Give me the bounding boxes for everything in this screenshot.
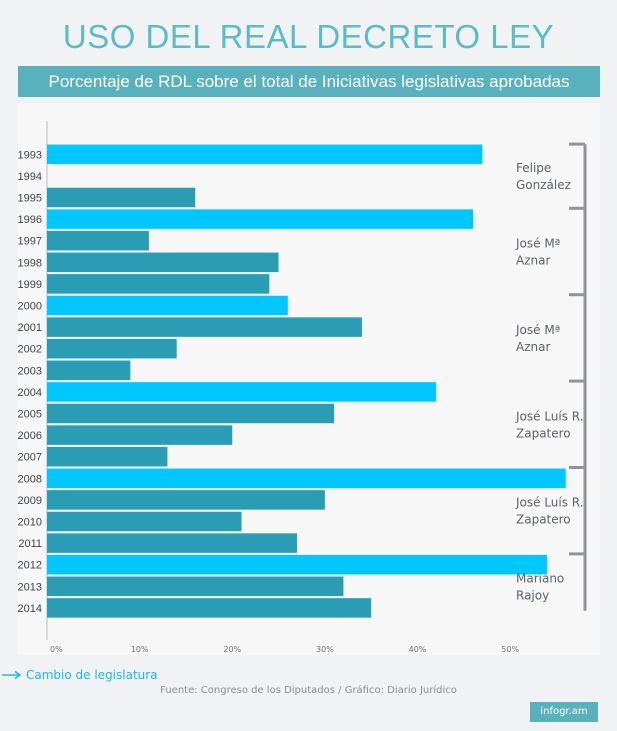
bar-1993	[47, 144, 483, 165]
x-tick-label: 10%	[131, 645, 149, 654]
legislature-label: José Mª Aznar	[515, 323, 560, 354]
bar-2014	[47, 598, 372, 618]
bar-1995	[47, 187, 196, 208]
bar-1997	[47, 230, 149, 251]
legislature-label: Mariano Rajoy	[516, 571, 564, 602]
bar-2010	[47, 511, 242, 532]
year-label: 1995	[18, 193, 42, 205]
year-label: 2004	[18, 387, 42, 399]
chart-subtitle: Porcentaje de RDL sobre el total de Inic…	[18, 66, 600, 97]
bar-2004	[47, 382, 437, 402]
x-tick-label: 50%	[501, 645, 519, 654]
bar-2005	[47, 403, 335, 424]
source-note: Fuente: Congreso de los Diputados / Gráf…	[160, 685, 457, 696]
bar-2013	[47, 576, 344, 597]
legend: Cambio de legislatura	[2, 668, 158, 682]
year-label: 1993	[18, 149, 42, 161]
x-tick-label: 0%	[50, 645, 63, 654]
bar-2011	[47, 533, 298, 553]
chart-panel: 0% 10% 20% 30% 40% 50% 1993 1994 1995 1996 1997 199…	[18, 103, 600, 655]
year-label: 1997	[18, 236, 42, 248]
year-label: 1999	[18, 279, 42, 291]
year-label: 2007	[18, 452, 42, 464]
bar-2008	[47, 468, 566, 489]
legislature-label: José Luís R. Zapatero	[515, 496, 584, 527]
year-label: 1996	[18, 214, 42, 226]
bar-2003	[47, 360, 131, 381]
year-label: 1998	[18, 257, 42, 269]
bar-1999	[47, 274, 270, 294]
chart-title: USO DEL REAL DECRETO LEY	[62, 18, 555, 55]
year-label: 2000	[18, 301, 42, 313]
year-label: 2010	[18, 517, 42, 529]
year-label: 2002	[18, 344, 42, 356]
bar-2000	[47, 295, 288, 316]
bar-2002	[47, 338, 177, 359]
x-tick-label: 30%	[316, 645, 334, 654]
infogram-logo[interactable]: infogr.am	[530, 702, 598, 722]
year-label: 2006	[18, 430, 42, 442]
bar-2001	[47, 317, 362, 337]
bar-2009	[47, 490, 325, 510]
year-label: 2012	[18, 560, 42, 572]
year-label: 2003	[18, 365, 42, 377]
bar-2012	[47, 554, 548, 575]
legislature-label: Felipe González	[516, 161, 571, 192]
year-label: 2001	[18, 322, 42, 334]
year-label: 2009	[18, 495, 42, 507]
bar-chart: 0% 10% 20% 30% 40% 50% 1993 1994 1995 1996 1997 199…	[18, 121, 587, 654]
bar-1998	[47, 252, 279, 273]
year-label: 2011	[18, 538, 42, 550]
legislature-label: José Luís R. Zapatero	[515, 409, 584, 440]
legislature-label: José Mª Aznar	[515, 237, 560, 268]
year-label: 2008	[18, 473, 42, 485]
x-tick-label: 20%	[223, 645, 241, 654]
bar-2006	[47, 425, 233, 445]
x-tick-label: 40%	[409, 645, 427, 654]
year-label: 2005	[18, 409, 42, 421]
year-label: 2013	[18, 581, 42, 593]
arrow-right-icon	[2, 670, 22, 680]
year-label: 2014	[18, 603, 42, 615]
legend-label: Cambio de legislatura	[26, 668, 158, 682]
year-label: 1994	[18, 171, 42, 183]
bar-2007	[47, 446, 168, 467]
bar-1996	[47, 209, 474, 229]
